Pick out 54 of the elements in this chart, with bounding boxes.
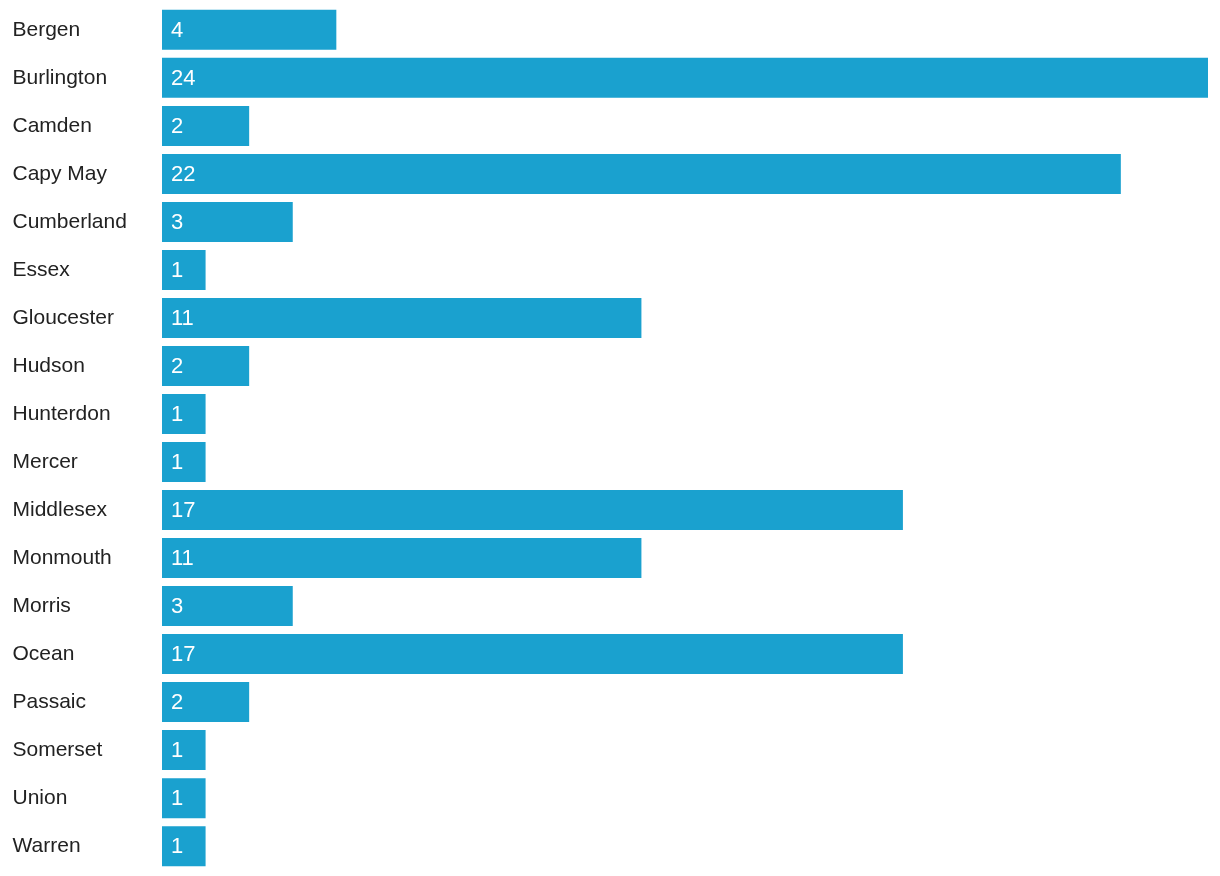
y-tick-label: Camden (12, 112, 92, 136)
y-tick-label: Passaic (12, 689, 87, 713)
y-tick-label: Middlesex (12, 497, 108, 521)
data-label: 1 (171, 737, 184, 763)
bar (162, 201, 293, 242)
y-tick-label: Morris (12, 593, 71, 617)
data-label: 11 (171, 545, 194, 571)
bar (162, 57, 1208, 98)
y-tick-label: Union (12, 785, 68, 809)
bar (162, 682, 250, 723)
y-tick-label: Burlington (12, 64, 108, 88)
bar (162, 442, 206, 483)
data-label: 2 (171, 352, 184, 378)
data-label: 3 (171, 208, 184, 234)
bar (162, 249, 206, 290)
y-tick-label: Warren (12, 833, 81, 857)
bar (162, 778, 206, 819)
y-tick-label: Gloucester (12, 304, 115, 328)
data-label: 4 (171, 16, 184, 42)
data-label: 1 (171, 833, 184, 859)
y-tick-label: Hudson (12, 352, 85, 376)
data-label: 24 (171, 64, 196, 90)
data-label: 17 (171, 641, 196, 667)
y-tick-label: Somerset (12, 737, 103, 761)
y-tick-label: Capy May (12, 160, 108, 184)
bar (162, 730, 206, 771)
data-label: 1 (171, 256, 184, 282)
data-label: 2 (171, 112, 184, 138)
data-label: 11 (171, 304, 194, 330)
bar (162, 105, 250, 146)
bar (162, 538, 642, 579)
bar (162, 634, 903, 675)
data-label: 1 (171, 449, 184, 475)
bar (162, 393, 206, 434)
bar (162, 153, 1121, 194)
bar (162, 490, 903, 531)
y-tick-label: Cumberland (12, 208, 127, 232)
data-label: 2 (171, 689, 184, 715)
y-tick-label: Essex (12, 256, 71, 280)
y-tick-label: Hunterdon (12, 400, 111, 424)
y-tick-label: Mercer (12, 449, 78, 473)
bar (162, 586, 293, 627)
data-label: 17 (171, 497, 196, 523)
y-tick-label: Monmouth (12, 545, 112, 569)
bar (162, 9, 337, 50)
bar (162, 297, 642, 338)
data-label: 1 (171, 400, 184, 426)
data-label: 1 (171, 785, 184, 811)
bar (162, 345, 250, 386)
data-label: 22 (171, 160, 196, 186)
data-label: 3 (171, 593, 184, 619)
y-tick-label: Bergen (12, 16, 81, 40)
bar (162, 826, 206, 867)
y-tick-label: Ocean (12, 641, 75, 665)
